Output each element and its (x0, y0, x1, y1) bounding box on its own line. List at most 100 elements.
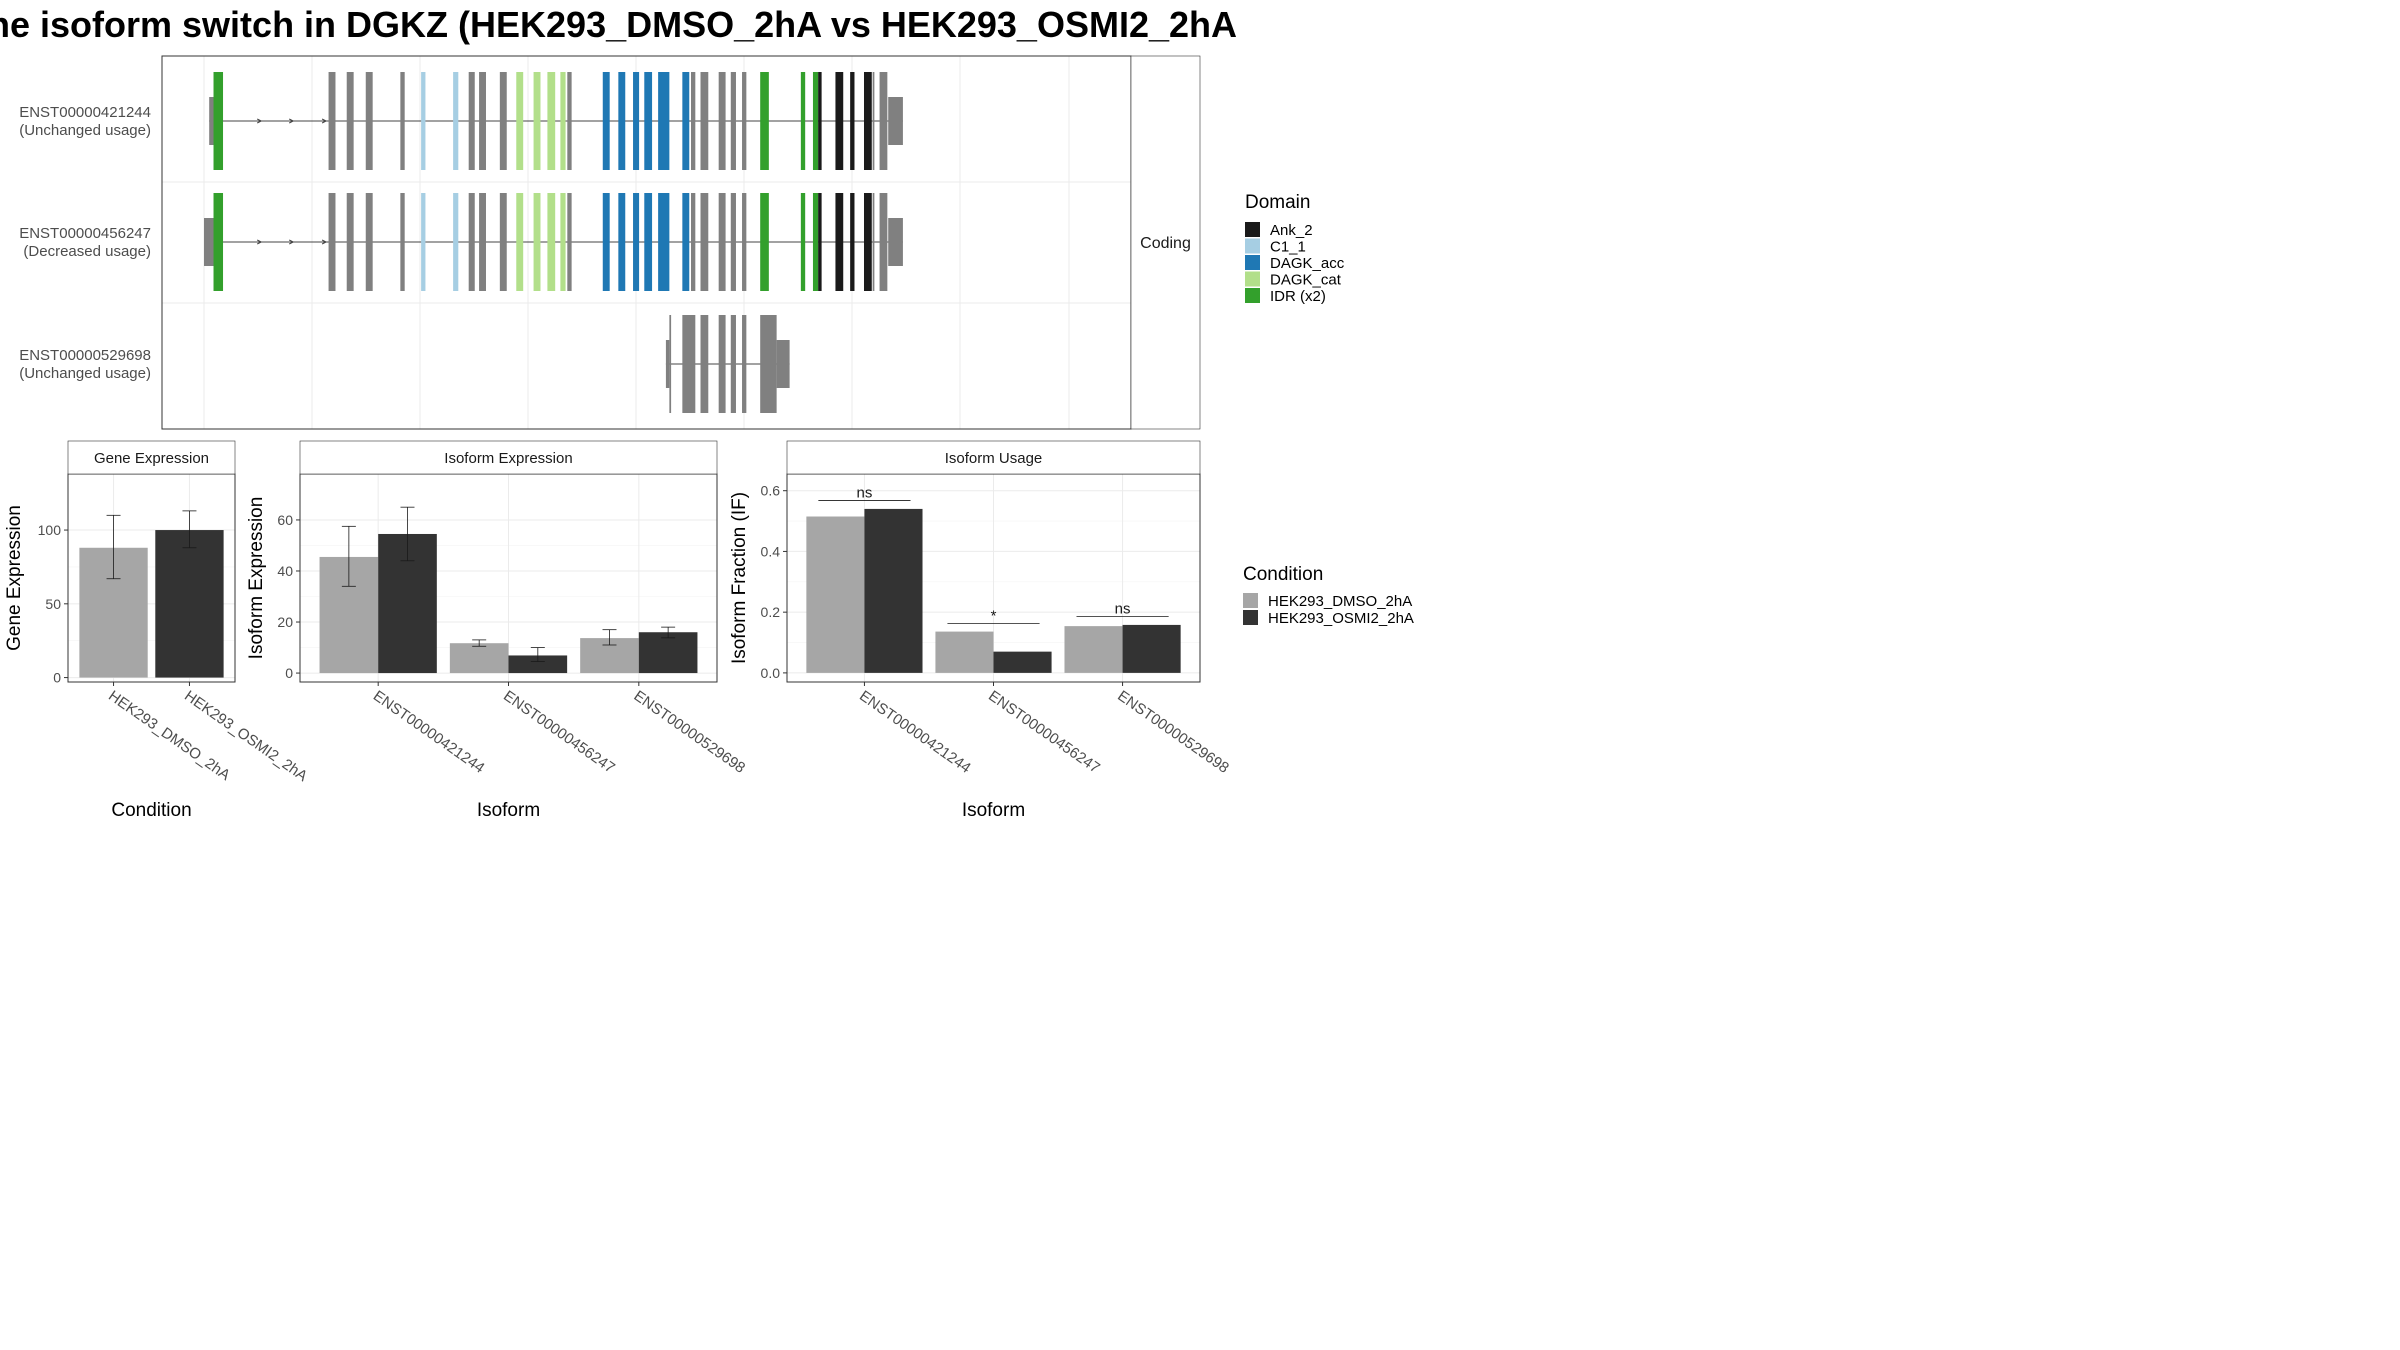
bar (935, 631, 994, 673)
exon-block (700, 72, 709, 170)
exon-block (850, 193, 855, 291)
exon-block (602, 193, 610, 291)
significance-label: ns (857, 484, 873, 501)
exon-block (718, 72, 726, 170)
domain-legend-key (1245, 271, 1260, 287)
x-tick-label: HEK293_OSMI2_2hA (181, 687, 310, 785)
condition-legend-title: Condition (1243, 564, 1323, 585)
exon-block (453, 193, 459, 291)
exon-block (818, 72, 822, 170)
y-axis-label: Isoform Expression (246, 497, 267, 660)
y-tick-label: 0.6 (761, 483, 781, 499)
isoform-status-label: (Decreased usage) (23, 243, 151, 260)
chart-title: he isoform switch in DGKZ (HEK293_DMSO_2… (0, 4, 1238, 45)
bar (155, 530, 224, 678)
exon-block (618, 72, 626, 170)
strip-label: Isoform Expression (444, 450, 572, 467)
exon-block (658, 72, 670, 170)
exon-block (468, 72, 475, 170)
y-tick-label: 40 (277, 563, 293, 579)
bar (864, 508, 923, 673)
exon-block (633, 193, 640, 291)
exon-block (835, 72, 844, 170)
condition-legend-key (1243, 610, 1258, 625)
y-tick-label: 0 (53, 670, 61, 686)
exon-block (760, 315, 777, 413)
exon-block (400, 72, 405, 170)
exon-block (547, 193, 556, 291)
exon-block (682, 315, 696, 413)
utr-block (776, 340, 790, 388)
x-axis-label: Isoform (477, 800, 540, 821)
domain-legend-label: IDR (x2) (1270, 288, 1326, 305)
exon-block (760, 72, 769, 170)
x-tick-label: ENST00000456247 (985, 687, 1103, 777)
y-tick-label: 0.2 (761, 604, 781, 620)
exon-block (365, 72, 373, 170)
exon-block (547, 72, 556, 170)
isoform-id-label: ENST00000456247 (19, 225, 151, 242)
x-tick-label: ENST00000529698 (631, 687, 749, 777)
utr-block (204, 218, 215, 266)
exon-block (800, 193, 806, 291)
exon-block (479, 193, 486, 291)
exon-block (682, 193, 690, 291)
exon-block (669, 315, 672, 413)
exon-block (328, 72, 336, 170)
y-tick-label: 100 (38, 522, 62, 538)
condition-legend-key (1243, 593, 1258, 608)
exon-block (812, 72, 819, 170)
exon-block (516, 72, 524, 170)
significance-label: ns (1115, 600, 1131, 617)
exon-block (850, 72, 855, 170)
condition-legend-label: HEK293_OSMI2_2hA (1268, 610, 1414, 627)
intron-arrow (321, 239, 328, 245)
bar (449, 643, 509, 674)
domain-legend-key (1245, 238, 1260, 254)
exon-block (400, 193, 405, 291)
bar (508, 655, 568, 674)
y-tick-label: 50 (45, 596, 61, 612)
exon-block (213, 72, 224, 170)
domain-legend-key (1245, 255, 1260, 270)
exon-block (700, 193, 709, 291)
utr-block (888, 218, 903, 266)
exon-block (690, 193, 696, 291)
isoform-status-label: (Unchanged usage) (19, 122, 151, 139)
exon-block (213, 193, 224, 291)
exon-block (644, 193, 653, 291)
domain-legend-label: Ank_2 (1270, 222, 1313, 239)
y-tick-label: 20 (277, 614, 293, 630)
exon-block (453, 72, 459, 170)
exon-block (800, 72, 806, 170)
exon-block (879, 72, 888, 170)
exon-block (328, 193, 336, 291)
bar (993, 651, 1052, 673)
exon-block (560, 72, 566, 170)
isoform-status-label: (Unchanged usage) (19, 365, 151, 382)
exon-block (718, 193, 726, 291)
bar (638, 632, 698, 674)
strip-label-coding: Coding (1140, 235, 1191, 252)
y-tick-label: 0.4 (761, 543, 781, 559)
y-tick-label: 60 (277, 512, 293, 528)
exon-block (567, 193, 572, 291)
exon-block (879, 193, 888, 291)
exon-block (421, 193, 426, 291)
exon-block (730, 72, 736, 170)
x-axis-label: Condition (111, 800, 191, 821)
exon-block (760, 193, 769, 291)
exon-block (863, 72, 872, 170)
y-axis-label: Isoform Fraction (IF) (729, 492, 750, 664)
exon-block (742, 72, 747, 170)
exon-block (730, 315, 736, 413)
exon-block (718, 315, 726, 413)
exon-block (730, 193, 736, 291)
utr-block (209, 97, 215, 145)
structure-strip (1130, 55, 1201, 430)
strip-label: Isoform Usage (945, 450, 1043, 467)
exon-block (690, 72, 696, 170)
domain-legend-label: DAGK_cat (1270, 272, 1342, 289)
exon-block (346, 193, 354, 291)
exon-block (872, 193, 875, 291)
